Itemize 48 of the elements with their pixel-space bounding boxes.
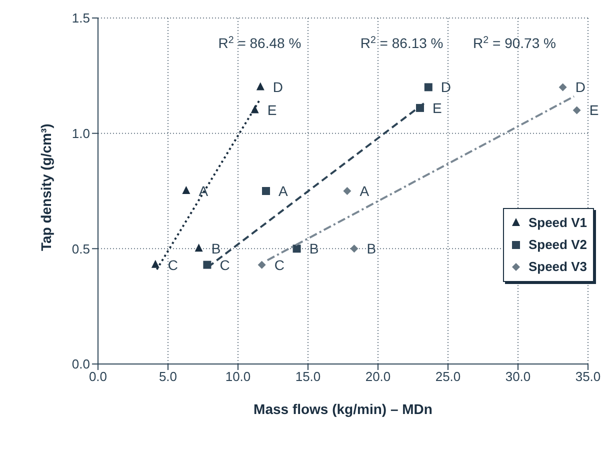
y-tick-label: 0.5 xyxy=(72,241,90,256)
x-tick-label: 20.0 xyxy=(365,369,391,384)
data-label: D xyxy=(440,79,452,96)
x-tick-label: 0.0 xyxy=(88,369,108,384)
x-axis-title: Mass flows (kg/min) – MDn xyxy=(254,401,432,417)
point xyxy=(558,83,567,92)
data-label: B xyxy=(309,240,319,257)
x-tick-label: 25.0 xyxy=(435,369,461,384)
data-label: C xyxy=(220,256,230,273)
legend-label: Speed V2 xyxy=(528,236,587,254)
data-label: E xyxy=(589,102,599,118)
point xyxy=(250,105,259,114)
point xyxy=(194,244,203,252)
data-label: D xyxy=(272,79,284,96)
point xyxy=(292,244,301,253)
x-tick-label: 5.0 xyxy=(158,369,178,384)
point xyxy=(262,187,270,195)
data-label: D xyxy=(575,79,586,96)
legend-label: Speed V1 xyxy=(528,214,587,232)
data-label: B xyxy=(366,240,376,257)
legend-label: Speed V3 xyxy=(528,258,587,276)
point xyxy=(182,186,190,194)
point xyxy=(151,260,160,268)
x-tick-label: 15.0 xyxy=(295,369,321,384)
data-label: B xyxy=(211,240,221,257)
y-tick-label: 1.5 xyxy=(72,10,90,26)
point xyxy=(258,260,266,269)
data-label: A xyxy=(278,182,289,199)
x-tick-label: 10.0 xyxy=(225,369,251,384)
annotation: R$^{2}$ = 86.13 % xyxy=(360,34,444,51)
annotation: R$^{2}$ = 86.48 % xyxy=(218,34,302,51)
y-tick-label: 0.0 xyxy=(72,356,90,372)
x-tick-label: 35.0 xyxy=(575,369,601,384)
data-label: E xyxy=(432,100,442,116)
point xyxy=(424,83,432,92)
point xyxy=(350,244,358,253)
data-label: E xyxy=(267,102,277,118)
point xyxy=(256,82,264,90)
y-axis-title: Tap density (g/cm³) xyxy=(38,124,54,251)
data-label: A xyxy=(198,182,209,199)
data-label: C xyxy=(274,256,284,273)
annotation: R$^{2}$ = 90.73 % xyxy=(473,34,556,51)
x-tick-label: 30.0 xyxy=(505,369,531,384)
data-label: C xyxy=(168,256,178,273)
point xyxy=(343,187,352,195)
point xyxy=(572,106,581,114)
y-tick-label: 1.0 xyxy=(72,126,90,141)
data-label: A xyxy=(360,182,370,199)
